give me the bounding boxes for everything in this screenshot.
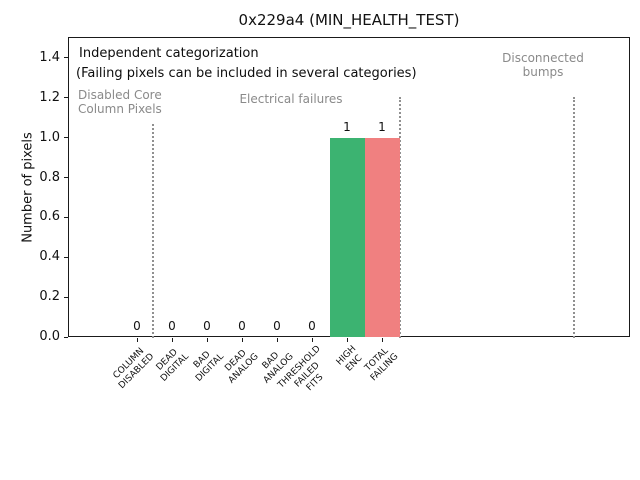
annotation-failing-pixels-note: (Failing pixels can be included in sever…: [76, 66, 417, 81]
region-label-electrical-failures: Electrical failures: [239, 92, 343, 106]
x-tick-mark: [207, 338, 208, 342]
x-tick-label: THRESHOLD FAILED FITS: [276, 344, 326, 393]
x-tick-label: DEAD ANALOG: [223, 348, 261, 386]
y-tick-label: 0.2: [39, 289, 60, 305]
x-tick-label: TOTAL FAILING: [363, 346, 401, 384]
x-tick-mark: [382, 338, 383, 342]
x-tick-mark: [242, 338, 243, 342]
x-tick-mark: [172, 338, 173, 342]
x-tick-mark: [277, 338, 278, 342]
separator-line-disconnected: [573, 97, 575, 338]
y-tick-label: 0.0: [39, 329, 60, 344]
region-label-disconnected-bumps: Disconnected bumps: [502, 51, 584, 79]
x-tick-label: BAD DIGITAL: [191, 349, 226, 384]
x-tick-label: DEAD DIGITAL: [154, 347, 191, 384]
y-tick-label: 1.4: [39, 49, 60, 65]
plot-area: Independent categorization (Failing pixe…: [68, 37, 630, 338]
x-tick-mark: [137, 338, 138, 342]
x-tick-label: COLUMN DISABLED: [111, 346, 156, 391]
x-tick-mark: [312, 338, 313, 342]
y-axis-label: Number of pixels: [20, 132, 36, 243]
separator-line-electrical: [399, 97, 401, 338]
x-tick-label: BAD ANALOG: [260, 350, 296, 386]
x-tick-label: HIGH ENC: [334, 344, 365, 374]
x-tick-mark: [347, 338, 348, 342]
region-label-disabled-core-column-pixels: Disabled Core Column Pixels: [78, 88, 162, 116]
separator-line-disabled-core: [152, 124, 154, 338]
annotation-independent-categorization: Independent categorization: [79, 46, 259, 61]
y-tick-label: 1.2: [39, 89, 60, 105]
chart-title: 0x229a4 (MIN_HEALTH_TEST): [238, 11, 460, 29]
